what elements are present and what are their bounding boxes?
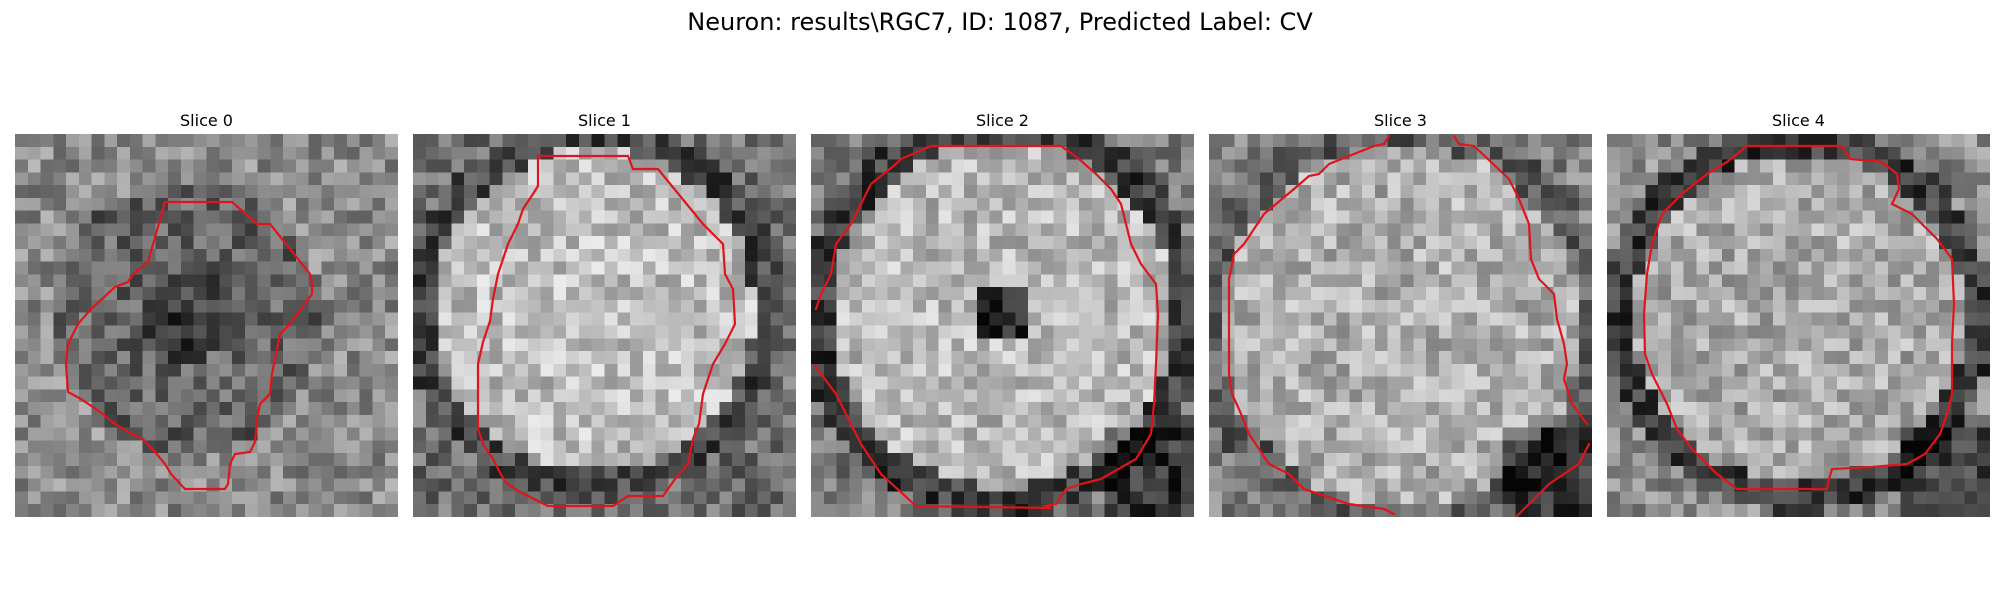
slice-panel-1: Slice 1 [413,108,796,517]
figure-title: Neuron: results\RGC7, ID: 1087, Predicte… [687,8,1313,36]
slice-panel-3: Slice 3 [1209,108,1592,517]
slice-image-3 [1209,134,1592,517]
slice-panel-2: Slice 2 [811,108,1194,517]
slice-image-2 [811,134,1194,517]
slice-title-0: Slice 0 [180,111,233,130]
slice-image-1 [413,134,796,517]
slice-image-0 [15,134,398,517]
slice-title-3: Slice 3 [1374,111,1427,130]
slice-image-4 [1607,134,1990,517]
slice-panel-0: Slice 0 [15,108,398,517]
slice-title-4: Slice 4 [1772,111,1825,130]
slice-title-2: Slice 2 [976,111,1029,130]
slice-panel-4: Slice 4 [1607,108,1990,517]
slice-title-1: Slice 1 [578,111,631,130]
